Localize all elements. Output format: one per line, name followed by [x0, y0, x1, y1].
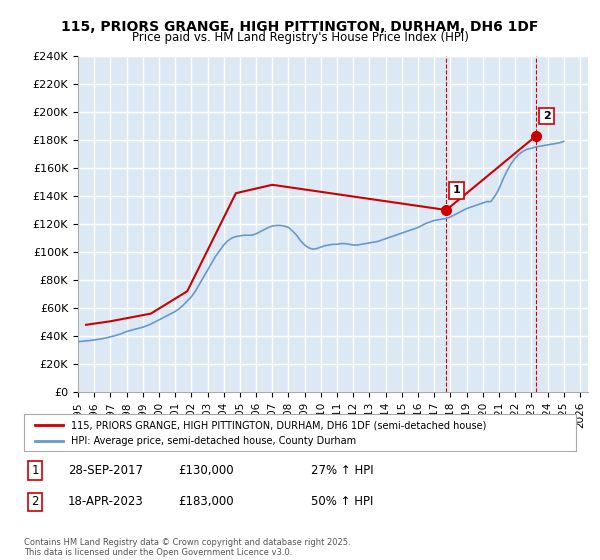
Text: 18-APR-2023: 18-APR-2023 — [68, 496, 144, 508]
Text: 50% ↑ HPI: 50% ↑ HPI — [311, 496, 373, 508]
Text: £130,000: £130,000 — [179, 464, 234, 477]
Text: 28-SEP-2017: 28-SEP-2017 — [68, 464, 143, 477]
Text: 1: 1 — [453, 185, 461, 195]
Text: 2: 2 — [542, 111, 550, 121]
Text: Price paid vs. HM Land Registry's House Price Index (HPI): Price paid vs. HM Land Registry's House … — [131, 31, 469, 44]
Text: Contains HM Land Registry data © Crown copyright and database right 2025.
This d: Contains HM Land Registry data © Crown c… — [24, 538, 350, 557]
Text: 115, PRIORS GRANGE, HIGH PITTINGTON, DURHAM, DH6 1DF: 115, PRIORS GRANGE, HIGH PITTINGTON, DUR… — [61, 20, 539, 34]
Text: 2: 2 — [31, 496, 39, 508]
Text: 115, PRIORS GRANGE, HIGH PITTINGTON, DURHAM, DH6 1DF (semi-detached house): 115, PRIORS GRANGE, HIGH PITTINGTON, DUR… — [71, 421, 486, 430]
Text: 1: 1 — [31, 464, 39, 477]
Text: 27% ↑ HPI: 27% ↑ HPI — [311, 464, 374, 477]
Text: HPI: Average price, semi-detached house, County Durham: HPI: Average price, semi-detached house,… — [71, 436, 356, 446]
Text: £183,000: £183,000 — [179, 496, 234, 508]
